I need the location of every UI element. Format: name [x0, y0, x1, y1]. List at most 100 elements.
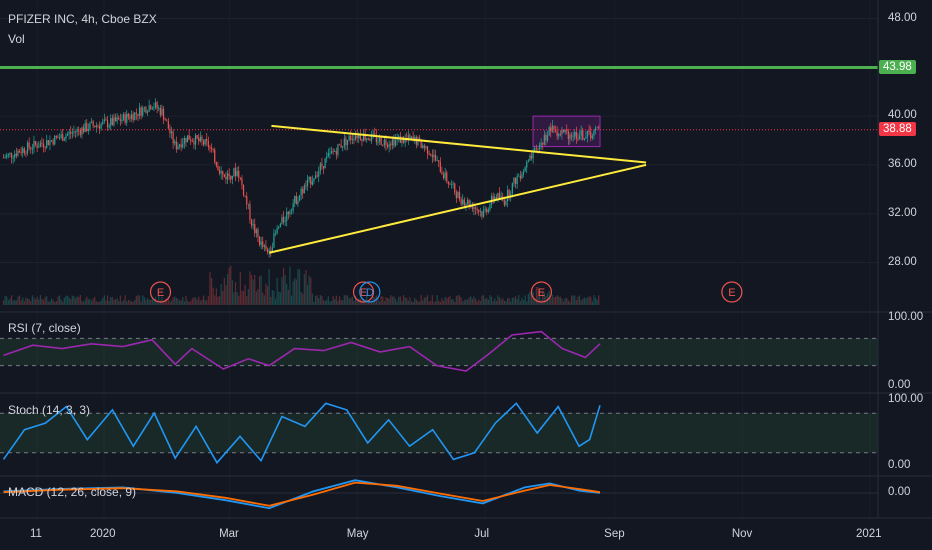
volume-bar	[270, 297, 272, 305]
candle-body	[194, 135, 197, 145]
volume-bar	[15, 300, 17, 305]
volume-bar	[103, 295, 105, 305]
volume-bar	[178, 300, 181, 305]
candle-body	[321, 163, 323, 167]
event-markers[interactable]: E ED E E	[149, 281, 743, 303]
candle-body	[388, 144, 390, 147]
candle-body	[489, 204, 491, 210]
candle-body	[218, 169, 221, 174]
candle-body	[284, 220, 286, 222]
volume-bar	[71, 295, 73, 305]
volume-bar	[36, 296, 38, 305]
candle-body	[238, 170, 240, 178]
volume-bar	[319, 295, 321, 305]
candle-body	[575, 132, 577, 139]
volume-bar	[564, 298, 566, 305]
time-tick-label: 2020	[90, 528, 116, 540]
candle-body	[161, 108, 163, 115]
volume-bar	[252, 279, 254, 305]
candle-body	[540, 143, 542, 146]
candle-body	[220, 171, 222, 174]
volume-bar	[212, 287, 214, 305]
volume-bar	[114, 299, 117, 305]
candle-body	[210, 147, 213, 149]
indicator-tick-label: 0.00	[888, 459, 911, 471]
candle-body	[378, 137, 381, 142]
candle-body	[590, 132, 592, 139]
volume-bar	[300, 291, 302, 305]
volume-bar	[12, 300, 14, 305]
candle-body	[564, 129, 566, 133]
candle-body	[334, 151, 336, 152]
volume-bar	[583, 297, 585, 305]
candle-body	[318, 170, 320, 177]
volume-bar	[273, 291, 275, 305]
volume-bar	[233, 292, 235, 305]
candle-body	[330, 151, 333, 153]
candle-body	[36, 144, 38, 148]
volume-bar	[553, 297, 555, 305]
volume-bar	[382, 296, 384, 305]
candle-body	[558, 133, 560, 137]
volume-bar	[343, 295, 345, 305]
candle-body	[543, 135, 545, 145]
earnings-marker	[721, 281, 743, 303]
candle-body	[94, 125, 96, 128]
volume-bar	[289, 266, 291, 305]
candle-body	[409, 135, 411, 139]
candle-body	[553, 125, 555, 130]
candle-body	[580, 130, 582, 136]
time-tick-label: 2021	[856, 528, 882, 540]
horizontal-lines[interactable]	[0, 66, 878, 131]
candle-body	[239, 177, 241, 179]
volume-bar	[590, 296, 592, 305]
volume-bar	[246, 296, 248, 305]
volume-bar	[310, 277, 312, 305]
candle-body	[95, 125, 97, 128]
time-tick-label: May	[346, 528, 369, 540]
symbol-title[interactable]: PFIZER INC, 4h, Cboe BZX	[8, 12, 157, 26]
earnings-marker-label: E	[728, 287, 735, 299]
volume-bar	[22, 297, 24, 305]
candle-body	[151, 108, 153, 110]
volume-bar	[561, 298, 563, 305]
candle-body	[303, 185, 305, 194]
trendlines[interactable]	[269, 124, 647, 254]
volume-bar	[228, 267, 230, 305]
volume-bar	[518, 295, 520, 305]
candle-body	[460, 199, 462, 205]
volume-bar	[4, 295, 6, 305]
volume-bar	[54, 301, 56, 305]
volume-bar	[238, 295, 240, 305]
volume-bar	[569, 301, 571, 305]
candle-body	[417, 137, 419, 145]
candle-body	[98, 125, 101, 129]
volume-bar	[585, 298, 587, 305]
candle-body	[394, 139, 397, 146]
volume-bar	[143, 297, 145, 305]
candle-body	[311, 181, 313, 185]
volume-bar	[426, 295, 429, 305]
volume-label[interactable]: Vol	[8, 32, 25, 46]
candle-body	[449, 183, 451, 185]
candle-body	[196, 135, 198, 139]
candle-body	[30, 147, 32, 150]
candle-body	[244, 195, 246, 197]
volume-bar	[76, 296, 78, 305]
candle-body	[369, 139, 371, 141]
volume-bar	[503, 300, 505, 305]
volume-bar	[487, 299, 489, 305]
volume-bar	[66, 295, 69, 305]
volume-bar	[241, 290, 243, 305]
candle-body	[233, 168, 235, 176]
candle-body	[294, 195, 296, 204]
candle-body	[345, 138, 347, 145]
candle-body	[90, 121, 93, 123]
candle-body	[425, 146, 427, 148]
volume-bar	[567, 300, 569, 305]
pane-separators[interactable]	[0, 0, 932, 519]
candle-body	[255, 229, 257, 234]
volume-bar	[598, 295, 600, 305]
volume-bar	[414, 297, 416, 305]
